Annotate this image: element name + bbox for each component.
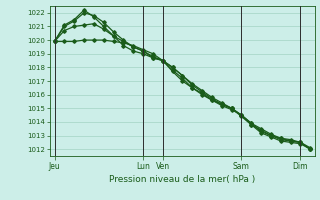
- X-axis label: Pression niveau de la mer( hPa ): Pression niveau de la mer( hPa ): [109, 175, 256, 184]
